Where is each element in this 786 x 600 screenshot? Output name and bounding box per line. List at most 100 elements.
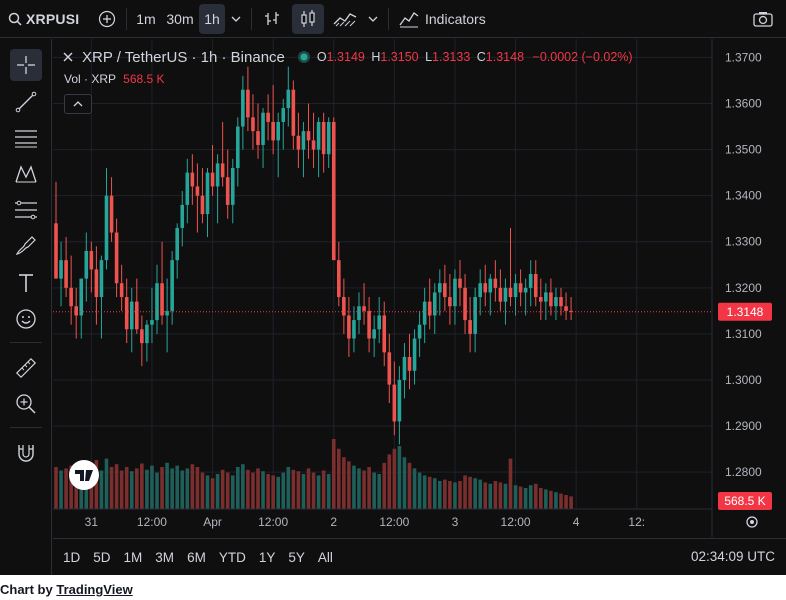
bar-chart-type-button[interactable] [256,4,288,34]
range-6m-button[interactable]: 6M [187,549,206,565]
candle-body [518,283,523,293]
gear-icon [746,516,758,528]
collapse-legend-button[interactable] [64,94,92,114]
area-chart-type-button[interactable] [328,4,362,34]
candle-body [69,287,73,307]
volume-bar [170,468,174,509]
volume-bar [412,468,417,509]
text-tool[interactable] [10,267,42,299]
volume-bars [54,439,573,509]
volume-bar [119,470,124,509]
time-tick-label: 12: [628,515,645,529]
symbol-title[interactable]: XRP / TetherUS · 1h · Binance [82,48,285,66]
volume-bar [417,472,422,509]
interval-30m-button[interactable]: 30m [161,4,199,34]
candle-body [84,250,89,279]
settings-gear[interactable] [746,516,758,528]
range-1m-button[interactable]: 1M [123,549,143,565]
candle-body [372,329,376,339]
fib-tool[interactable] [10,194,42,226]
range-5d-button[interactable]: 5D [93,549,111,565]
chevron-down-icon [368,16,378,22]
candles-chart-type-button[interactable] [292,3,324,34]
symbol-search-button[interactable]: XRPUSI [0,4,92,34]
pattern-tool[interactable] [10,158,42,190]
toolbar-divider [388,7,389,30]
volume-bar [458,481,462,509]
measure-tool[interactable] [10,352,42,384]
candle-body [331,121,336,261]
chart-legend: XRP / TetherUS · 1h · Binance O1.3149 H1… [62,46,633,68]
volume-bar [160,467,164,509]
ohlc-values: O1.3149 H1.3150 L1.3133 C1.3148 −0.0002 … [317,50,633,64]
candle-body [230,168,235,205]
range-3m-button[interactable]: 3M [155,549,175,565]
indicators-button[interactable]: Indicators [393,4,497,34]
range-all-button[interactable]: All [317,549,333,565]
price-tick-label: 1.3600 [725,97,762,111]
candle-body [160,283,164,316]
time-axis[interactable]: 31 12:00 Apr 12:00 2 12:00 3 12:00 4 12: [85,515,645,529]
volume-bar [180,470,185,509]
volume-bar [291,469,296,509]
magnet-tool[interactable] [10,437,42,469]
candle-body [74,306,78,316]
area-chart-icon [333,12,357,26]
last-volume-tag-bg [718,492,772,510]
chart-type-dropdown-button[interactable] [362,4,384,34]
brush-tool[interactable] [10,230,42,262]
candle-body [326,121,331,155]
volume-bar [165,462,169,509]
last-price-tag-bg [718,302,772,321]
volume-bar [387,454,392,509]
price-tick-label: 1.3400 [725,189,762,203]
horizontal-lines-tool[interactable] [10,122,42,154]
candle-body [554,297,558,307]
volume-bar [407,462,412,509]
interval-dropdown-button[interactable] [225,4,247,34]
crosshair-tool[interactable] [10,49,42,81]
volume-bar [539,488,543,509]
volume-bar [129,471,134,509]
tradingview-link[interactable]: TradingView [56,582,133,597]
drawing-toolbar [0,39,52,575]
volume-bar [114,464,119,509]
candle-body [347,315,351,339]
zoom-tool[interactable] [10,388,42,420]
trend-line-tool[interactable] [10,86,42,118]
candle-body [493,278,498,288]
utc-clock[interactable]: 02:34:09 UTC [690,549,775,564]
volume-bar [215,474,220,509]
close-icon[interactable] [62,51,74,63]
crosshair-icon [17,56,35,74]
volume-label[interactable]: Vol · XRP [64,72,116,86]
range-1y-button[interactable]: 1Y [258,549,276,565]
volume-value: 568.5 K [123,72,165,86]
volume-bar [311,472,316,509]
volume-bar [89,472,94,509]
candle-body [145,324,149,344]
toolbar-divider [10,427,42,428]
interval-1m-button[interactable]: 1m [131,4,161,34]
volume-bar [155,472,159,509]
close-value: 1.3148 [485,50,525,64]
interval-1h-button[interactable]: 1h [199,3,225,34]
range-ytd-button[interactable]: YTD [218,549,246,565]
volume-bar [528,485,533,509]
candle-body [281,108,286,122]
candle-body [200,195,205,215]
candle-body [89,250,94,270]
volume-bar [150,465,154,509]
range-1d-button[interactable]: 1D [63,549,81,565]
compare-symbol-button[interactable] [92,4,122,34]
price-axis[interactable]: 1.2800 1.2900 1.3000 1.3100 1.3200 1.3300 1.34… [725,50,762,479]
candle-body [215,163,220,187]
price-chart[interactable]: 1.2800 1.2900 1.3000 1.3100 1.3200 1.3300 1.34… [53,39,786,537]
snapshot-button[interactable] [748,4,778,34]
candle-body [251,117,255,132]
emoji-tool[interactable] [10,303,42,335]
volume-bar [473,478,477,509]
volume-bar [438,481,442,509]
candle-body [311,140,316,150]
range-5y-button[interactable]: 5Y [288,549,305,565]
